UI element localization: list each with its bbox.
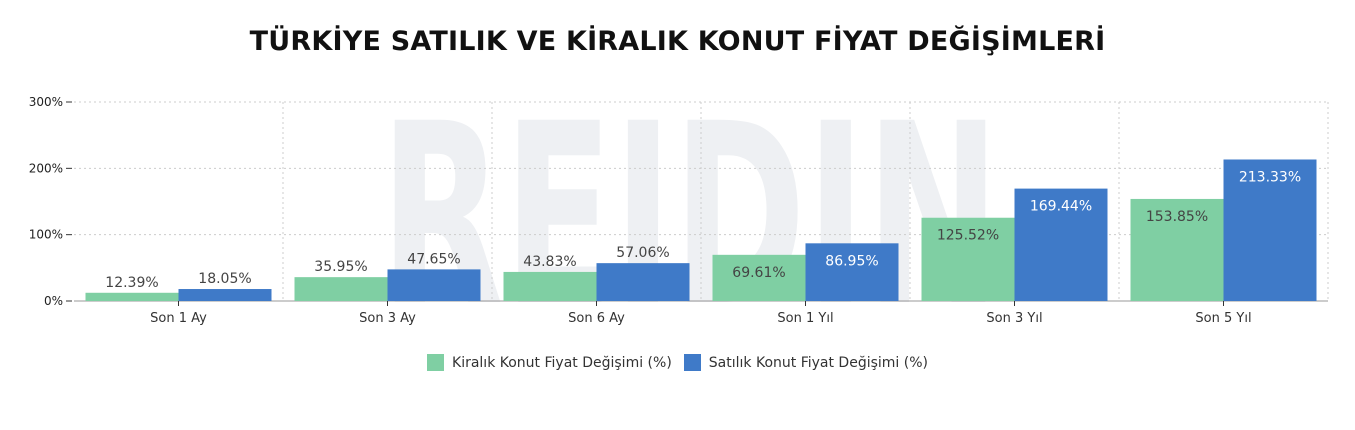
data-label-s1-5: 213.33% bbox=[1239, 169, 1301, 185]
legend-swatch-satilik bbox=[683, 354, 701, 371]
grid-layer bbox=[74, 101, 1329, 301]
bar-s0-2[interactable] bbox=[503, 271, 597, 301]
legend: Kiralık Konut Fiyat Değişimi (%) Satılık… bbox=[0, 354, 1355, 371]
bar-s1-4[interactable] bbox=[1014, 188, 1108, 301]
labels-layer: 12.39% 35.95% 43.83% 69.61% 125.52% 153.85% 18… bbox=[105, 169, 1301, 290]
data-label-s1-3: 86.95% bbox=[825, 253, 878, 269]
bar-s1-2[interactable] bbox=[596, 263, 690, 301]
chart-title: TÜRKİYE SATILIK VE KİRALIK KONUT FİYAT D… bbox=[249, 26, 1106, 57]
data-label-s0-2: 43.83% bbox=[523, 254, 576, 270]
bar-s1-0[interactable] bbox=[178, 289, 272, 301]
legend-label-kiralik: Kiralık Konut Fiyat Değişimi (%) bbox=[452, 354, 672, 371]
x-tick-label-1: Son 3 Ay bbox=[359, 311, 416, 326]
x-tick-label-5: Son 5 Yıl bbox=[1195, 311, 1251, 326]
x-tick-label-4: Son 3 Yıl bbox=[986, 311, 1042, 326]
y-tick-label-1: 100% bbox=[29, 228, 63, 242]
data-label-s1-2: 57.06% bbox=[616, 245, 669, 261]
bar-s1-1[interactable] bbox=[387, 269, 481, 301]
x-tick-label-3: Son 1 Yıl bbox=[777, 311, 833, 326]
data-label-s0-1: 35.95% bbox=[314, 259, 367, 275]
data-label-s0-4: 125.52% bbox=[937, 228, 999, 244]
data-label-s0-5: 153.85% bbox=[1146, 209, 1208, 225]
legend-swatch-kiralik bbox=[427, 354, 445, 371]
watermark-text: REIDIN bbox=[380, 70, 1000, 361]
y-tick-label-3: 300% bbox=[29, 95, 63, 109]
bar-s1-3[interactable] bbox=[805, 243, 899, 301]
bar-s0-3[interactable] bbox=[712, 254, 806, 301]
axis-layer: 0% 100% 200% 300% Son 1 Ay Son 3 Ay Son 6 Ay So… bbox=[29, 95, 1328, 326]
legend-label-satilik: Satılık Konut Fiyat Değişimi (%) bbox=[708, 354, 928, 371]
data-label-s1-4: 169.44% bbox=[1030, 199, 1092, 215]
bar-s0-1[interactable] bbox=[294, 277, 388, 301]
data-label-s0-0: 12.39% bbox=[105, 275, 158, 291]
bar-s0-4[interactable] bbox=[921, 217, 1015, 301]
x-tick-label-2: Son 6 Ay bbox=[568, 311, 625, 326]
x-tick-label-0: Son 1 Ay bbox=[150, 311, 207, 326]
bars-layer bbox=[85, 159, 1317, 301]
watermark-layer: REIDIN bbox=[380, 70, 1000, 361]
bar-s0-5[interactable] bbox=[1130, 198, 1224, 301]
data-label-s1-0: 18.05% bbox=[198, 271, 251, 287]
data-label-s0-3: 69.61% bbox=[732, 265, 785, 281]
bar-s1-5[interactable] bbox=[1223, 159, 1317, 301]
y-tick-label-0: 0% bbox=[44, 294, 63, 308]
legend-item-satilik[interactable]: Satılık Konut Fiyat Değişimi (%) bbox=[683, 354, 928, 371]
y-tick-label-2: 200% bbox=[29, 161, 63, 175]
bar-s0-0[interactable] bbox=[85, 292, 179, 301]
data-label-s1-1: 47.65% bbox=[407, 251, 460, 267]
legend-item-kiralik[interactable]: Kiralık Konut Fiyat Değişimi (%) bbox=[427, 354, 672, 371]
